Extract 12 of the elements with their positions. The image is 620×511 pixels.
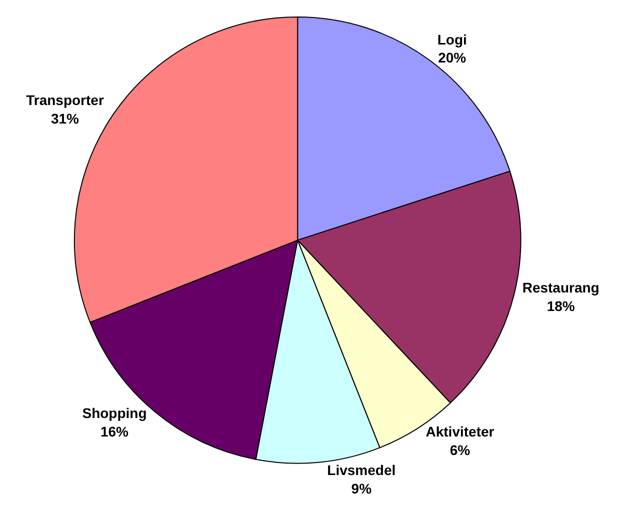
slice-label: Shopping (82, 405, 147, 422)
data-label: 9% (351, 480, 372, 496)
data-label: 20% (438, 50, 467, 66)
slice-label: Aktiviteter (426, 424, 495, 440)
slice-label: Restaurang (522, 280, 600, 296)
data-label: 6% (450, 442, 471, 458)
data-label: 18% (546, 298, 576, 314)
slice-label: Livsmedel (327, 462, 396, 478)
slice-label: Logi (437, 31, 467, 48)
slice-label: Transporter (26, 92, 104, 108)
data-label: 16% (100, 423, 130, 440)
data-label: 31% (50, 110, 80, 126)
